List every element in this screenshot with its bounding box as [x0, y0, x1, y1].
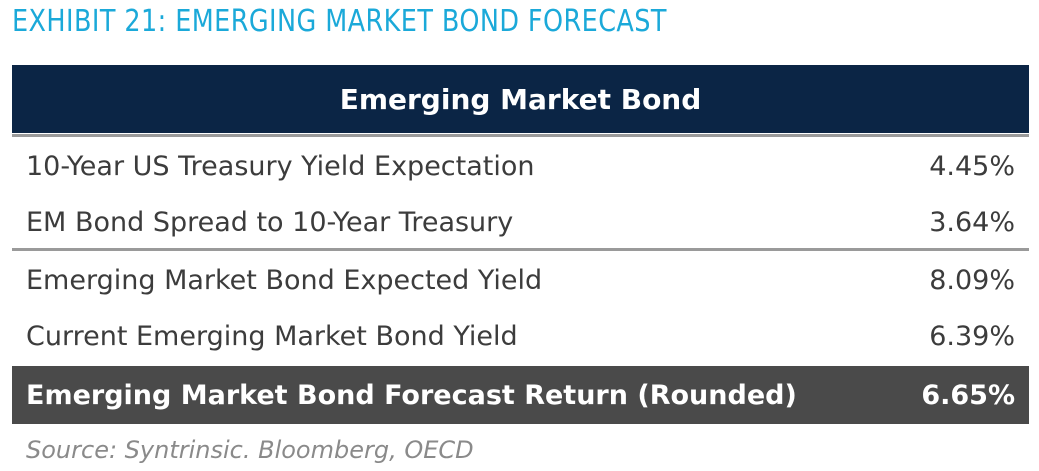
table-row: 10-Year US Treasury Yield Expectation 4.4…: [12, 138, 1029, 194]
label: Emerging Market Bond Expected Yield: [26, 264, 543, 296]
label: Emerging Market Bond Forecast Return (Ro…: [26, 379, 797, 411]
value: 4.45%: [929, 150, 1015, 182]
table-row: Emerging Market Bond Expected Yield 8.09%: [12, 252, 1029, 308]
label: Current Emerging Market Bond Yield: [26, 320, 518, 352]
label: EM Bond Spread to 10-Year Treasury: [26, 206, 514, 238]
value: 3.64%: [929, 206, 1015, 238]
total-row: Emerging Market Bond Forecast Return (Ro…: [12, 366, 1029, 424]
label: 10-Year US Treasury Yield Expectation: [26, 150, 535, 182]
rule: [12, 134, 1029, 137]
value: 6.65%: [921, 379, 1015, 411]
rule: [12, 248, 1029, 251]
value: 6.39%: [929, 320, 1015, 352]
value: 8.09%: [929, 264, 1015, 296]
title: EXHIBIT 21: EMERGING MARKET BOND FORECAS…: [12, 4, 667, 39]
source: Source: Syntrinsic. Bloomberg, OECD: [26, 436, 474, 464]
table-heading: Emerging Market Bond: [12, 65, 1029, 133]
table-row: Current Emerging Market Bond Yield 6.39%: [12, 308, 1029, 364]
table-row: EM Bond Spread to 10-Year Treasury 3.64%: [12, 194, 1029, 250]
